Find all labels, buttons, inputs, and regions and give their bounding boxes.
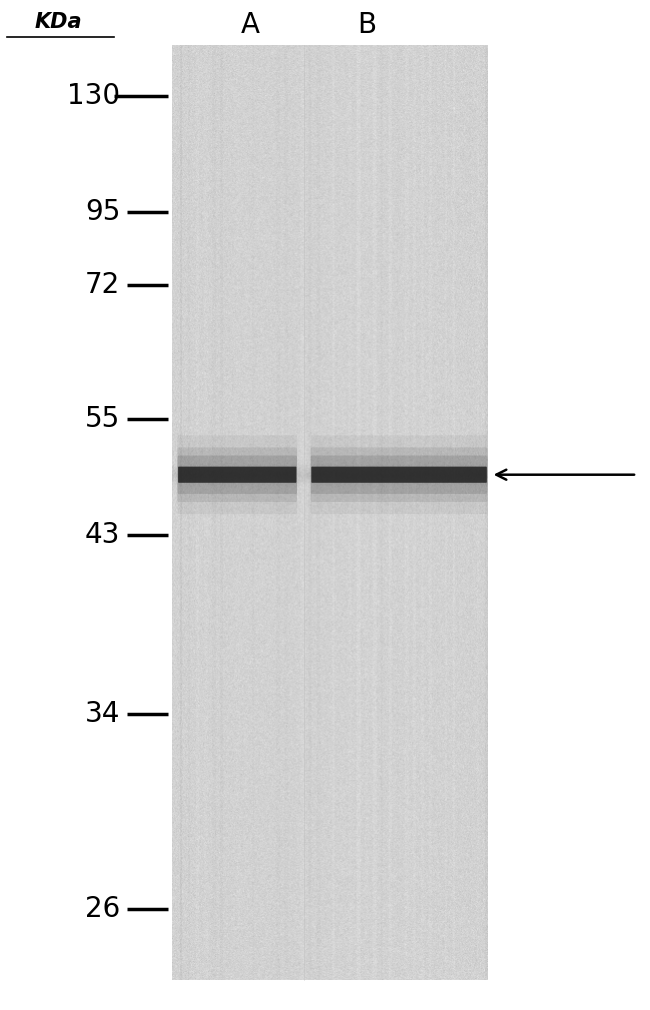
FancyBboxPatch shape [311,435,488,514]
Text: 55: 55 [85,405,120,433]
FancyBboxPatch shape [311,447,488,502]
Text: B: B [358,11,377,39]
Text: 34: 34 [85,700,120,728]
Text: 95: 95 [85,198,120,226]
Text: KDa: KDa [34,12,83,32]
FancyBboxPatch shape [311,467,487,483]
Text: A: A [240,11,260,39]
FancyBboxPatch shape [177,447,297,502]
FancyBboxPatch shape [177,456,297,494]
Text: 130: 130 [67,82,120,110]
FancyBboxPatch shape [311,456,488,494]
FancyBboxPatch shape [178,467,296,483]
FancyBboxPatch shape [177,435,297,514]
Text: 43: 43 [85,521,120,549]
Text: 72: 72 [85,271,120,299]
Text: 26: 26 [85,895,120,923]
